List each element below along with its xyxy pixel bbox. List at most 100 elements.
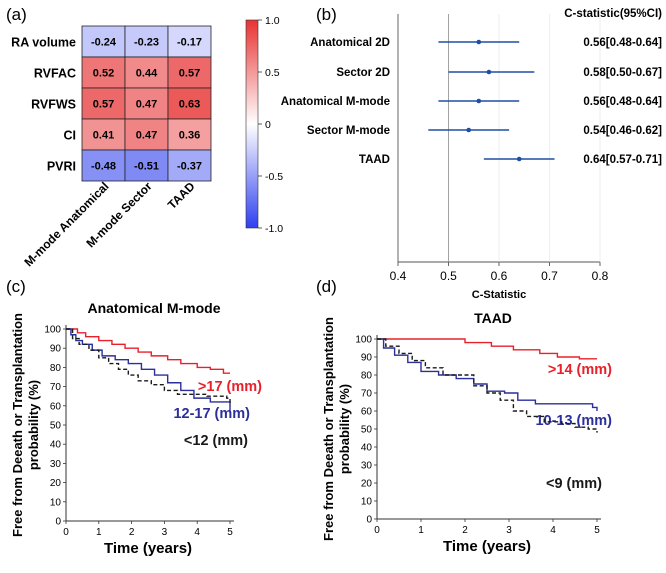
km-curve	[377, 338, 597, 360]
km-x-tick-label: 3	[506, 525, 512, 536]
heatmap-cell	[81, 149, 126, 182]
km-series-label: <12 (mm)	[184, 433, 248, 449]
km-series-label: <9 (mm)	[546, 476, 602, 492]
km-y-tick-label: 50	[50, 421, 62, 432]
forest-row-label: TAAD	[359, 154, 390, 166]
colorbar-tick-label: 1.0	[265, 15, 280, 27]
colorbar-tick-label: 0.5	[265, 67, 280, 79]
heatmap-cell-value: 0.36	[179, 130, 200, 142]
heatmap-row-label: CI	[64, 129, 77, 143]
forest-row-label: Anatomical 2D	[310, 37, 390, 49]
colorbar-tick-label: 0	[265, 119, 271, 131]
km-y-tick-label: 90	[361, 353, 373, 364]
forest-point-estimate	[486, 69, 492, 75]
heatmap-cell-value: 0.63	[179, 99, 200, 111]
km-x-tick-label: 2	[129, 527, 135, 538]
heatmap-cell-value: 0.57	[93, 99, 114, 111]
heatmap-cell	[124, 149, 169, 182]
km-curve	[66, 328, 231, 412]
km-title: TAAD	[474, 310, 512, 326]
km-y-tick-label: 100	[355, 335, 372, 346]
heatmap-cell	[124, 25, 169, 58]
heatmap-cell-value: 0.47	[136, 130, 157, 142]
heatmap-cell-value: -0.23	[134, 37, 159, 49]
km-x-tick-label: 0	[374, 525, 380, 536]
km-x-tick-label: 3	[162, 527, 168, 538]
heatmap-cell	[81, 118, 126, 151]
km-y-tick-label: 0	[366, 515, 372, 526]
heatmap-cell	[81, 25, 126, 58]
km-curve	[377, 338, 598, 411]
km-y-tick-label: 40	[50, 440, 62, 451]
km-y-tick-label: 50	[361, 425, 373, 436]
km-x-label: Time (years)	[104, 540, 192, 557]
heatmap-column-label: M-mode Anatomical	[21, 179, 111, 269]
km-y-tick-label: 0	[55, 517, 61, 528]
forest-point-estimate	[516, 156, 522, 162]
panel-label-a: (a)	[6, 5, 27, 24]
km-x-tick-label: 4	[550, 525, 556, 536]
heatmap-cell-value: 0.47	[136, 99, 157, 111]
km-y-tick-label: 10	[50, 497, 62, 508]
km-y-tick-label: 20	[361, 479, 373, 490]
km-y-label-line1: Free from Deeath or Transplantation	[321, 317, 336, 541]
forest-row-label: Anatomical M-mode	[281, 96, 390, 108]
km-y-label-line2: probability (%)	[26, 380, 41, 470]
km-y-label-line2: probability (%)	[337, 384, 352, 474]
panel-label-b: (b)	[316, 5, 337, 24]
colorbar-tick-label: -0.5	[265, 171, 283, 183]
heatmap-cell-value: 0.52	[93, 68, 114, 80]
km-y-tick-label: 30	[50, 459, 62, 470]
km-y-tick-label: 80	[50, 363, 62, 374]
panel-label-d: (d)	[316, 277, 337, 296]
heatmap-cell-value: -0.24	[91, 37, 117, 49]
forest-header: C-statistic(95%CI)	[564, 8, 662, 20]
forest-row-value: 0.56[0.48-0.64]	[583, 96, 662, 108]
colorbar	[245, 19, 259, 229]
km-series-label: >17 (mm)	[198, 379, 262, 395]
km-x-tick-label: 1	[418, 525, 424, 536]
colorbar-tick-label: -1.0	[265, 223, 283, 235]
forest-row-label: Sector 2D	[336, 67, 390, 79]
forest-row-value: 0.54[0.46-0.62]	[583, 125, 662, 137]
heatmap-cell-value: -0.48	[91, 161, 116, 173]
forest-row-label: Sector M-mode	[307, 125, 390, 137]
colorbar-ticks: 1.0 0.5 0 -0.5 -1.0	[258, 15, 283, 235]
km-y-tick-label: 80	[361, 371, 373, 382]
km-series-label: 10-13 (mm)	[535, 413, 612, 429]
km-curve	[66, 328, 230, 374]
forest-row-value: 0.64[0.57-0.71]	[583, 154, 662, 166]
km-title: Anatomical M-mode	[87, 300, 220, 316]
forest-x-tick-label: 0.4	[390, 269, 407, 283]
km-y-tick-label: 90	[50, 344, 62, 355]
heatmap-panel: RA volume -0.24 -0.23 -0.17 RVFAC 0.52 0.44 0.5…	[11, 25, 212, 269]
km-series-label: 12-17 (mm)	[173, 406, 250, 422]
heatmap-cell	[167, 118, 212, 151]
heatmap-cell-value: -0.17	[177, 37, 202, 49]
heatmap-row-label: RA volume	[11, 36, 76, 50]
heatmap-cell-value: 0.44	[136, 68, 158, 80]
forest-row-value: 0.56[0.48-0.64]	[583, 37, 662, 49]
forest-row-value: 0.58[0.50-0.67]	[583, 67, 662, 79]
forest-plot-panel: 0.4 0.5 0.6 0.7 0.8 C-Statistic C-statistic(95…	[281, 8, 662, 301]
km-y-tick-label: 100	[44, 325, 61, 336]
forest-x-tick-label: 0.5	[440, 269, 457, 283]
heatmap-cell-value: -0.37	[177, 161, 202, 173]
km-x-tick-label: 5	[227, 527, 233, 538]
forest-x-label: C-Statistic	[472, 289, 526, 301]
km-y-tick-label: 20	[50, 478, 62, 489]
panel-label-c: (c)	[6, 277, 26, 296]
km-y-tick-label: 70	[50, 382, 62, 393]
km-x-tick-label: 1	[96, 527, 102, 538]
heatmap-cell	[167, 56, 212, 89]
km-x-label: Time (years)	[443, 538, 531, 555]
km-x-tick-label: 0	[63, 527, 69, 538]
km-x-tick-label: 4	[194, 527, 200, 538]
heatmap-column-label: TAAD	[165, 179, 198, 212]
forest-point-estimate	[476, 98, 482, 104]
km-chart-anatomical: Anatomical M-mode 0 10 20 30 40 50 60 70 80 90 100 0…	[10, 300, 262, 557]
heatmap-row-label: RVFAC	[34, 67, 76, 81]
heatmap-row-label: RVFWS	[31, 98, 76, 112]
km-y-label-line1: Free from Deeath or Transplantation	[10, 313, 25, 537]
